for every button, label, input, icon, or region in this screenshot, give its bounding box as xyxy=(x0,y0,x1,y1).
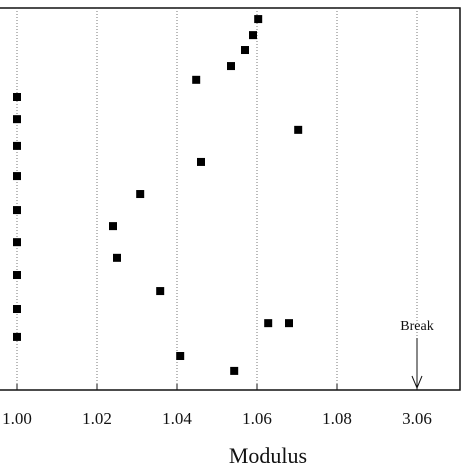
point xyxy=(109,222,117,231)
point xyxy=(197,157,205,166)
x-tick-label: 3.06 xyxy=(402,409,432,428)
point xyxy=(13,115,21,124)
point xyxy=(13,271,21,280)
point xyxy=(113,253,121,262)
annotation-arrowhead xyxy=(411,375,423,390)
point xyxy=(254,15,263,24)
x-tick-label: 1.06 xyxy=(242,409,272,428)
plot-frame xyxy=(0,7,461,391)
point xyxy=(227,62,235,71)
point xyxy=(230,366,239,375)
point xyxy=(13,332,21,341)
x-tick-label: 1.02 xyxy=(82,409,112,428)
point xyxy=(285,319,293,328)
point xyxy=(192,75,201,84)
point xyxy=(13,305,21,314)
point xyxy=(241,46,249,55)
point xyxy=(249,31,257,40)
annotation: Break xyxy=(400,319,433,334)
point xyxy=(13,141,21,150)
x-tick-label: 1.00 xyxy=(2,409,32,428)
x-tick-label: 1.04 xyxy=(162,409,192,428)
point xyxy=(136,190,145,199)
point xyxy=(294,125,303,134)
point xyxy=(156,287,165,296)
x-tick-label: 1.08 xyxy=(322,409,352,428)
x-axis-label: Modulus xyxy=(229,443,307,468)
point xyxy=(264,319,273,328)
point xyxy=(176,352,185,361)
point xyxy=(13,93,21,102)
point xyxy=(13,206,21,215)
point xyxy=(13,238,21,247)
point xyxy=(13,172,21,181)
